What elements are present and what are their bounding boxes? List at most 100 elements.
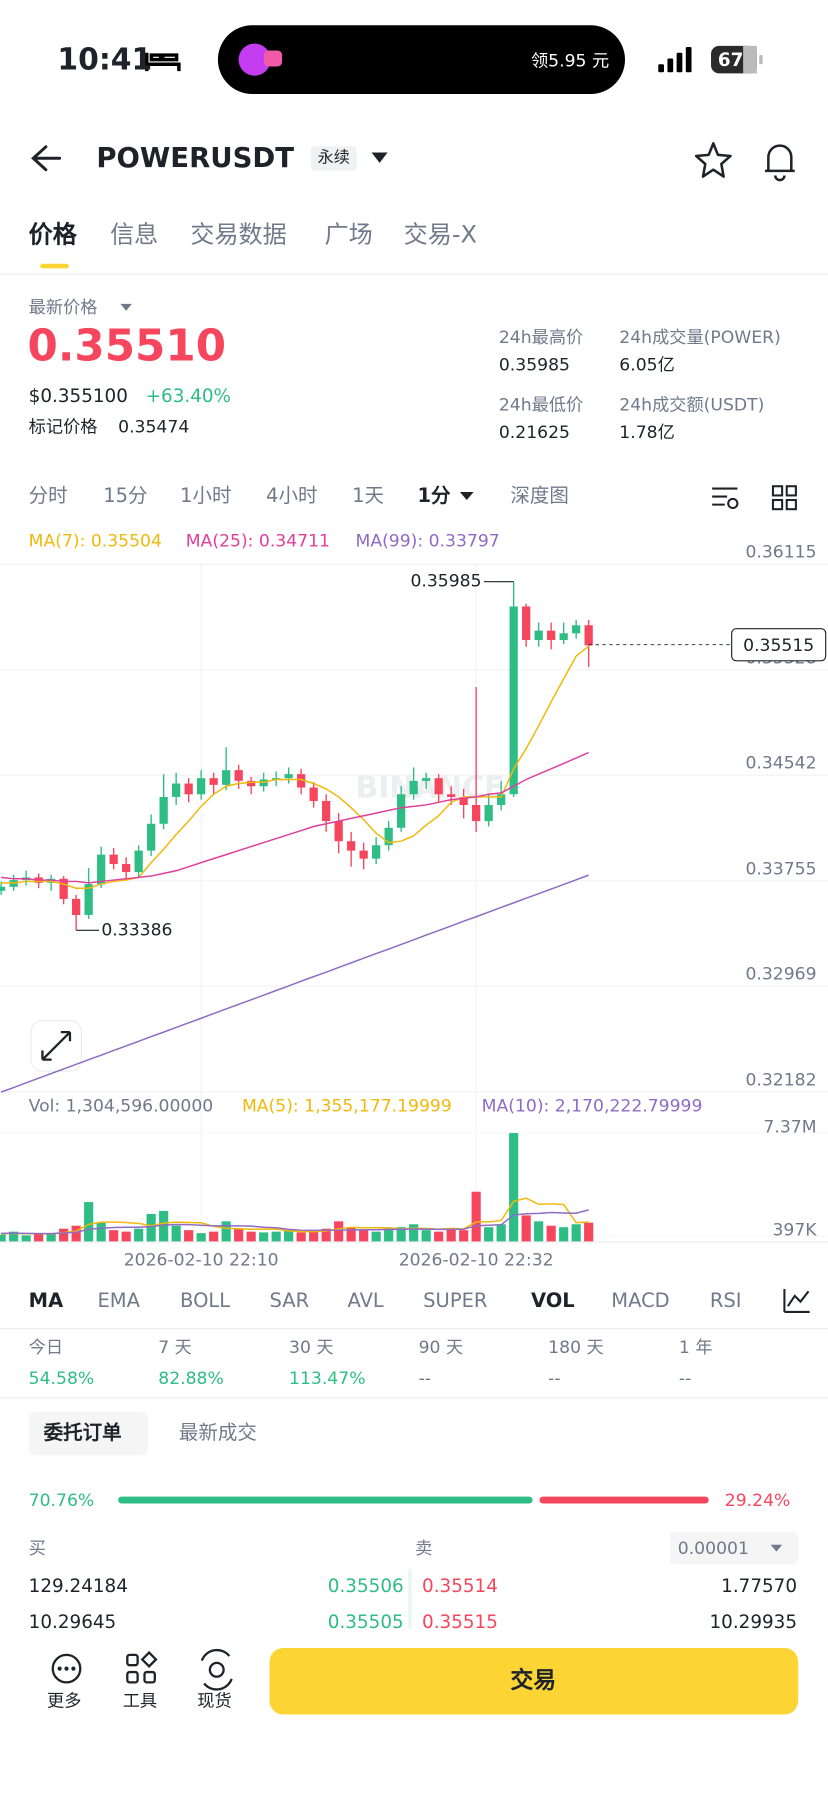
tab[interactable]: 交易数据 [190, 220, 287, 249]
volume-bar [9, 1231, 19, 1242]
ask-price: 0.35515 [422, 1610, 498, 1633]
interval[interactable]: 1天 [352, 484, 384, 508]
alert-button[interactable] [764, 144, 795, 182]
back-button[interactable] [31, 145, 62, 172]
candle-body [572, 625, 581, 634]
mark-price: 0.35474 [118, 416, 190, 437]
stat-label: 24h成交量(POWER) [619, 326, 781, 348]
stat-value: 6.05亿 [619, 354, 675, 376]
interval[interactable]: 深度图 [510, 484, 569, 508]
layout-button[interactable] [771, 485, 797, 511]
precision-value[interactable]: 0.00001 [677, 1537, 749, 1559]
candle-body [322, 800, 331, 822]
precision-caret[interactable] [770, 1544, 783, 1552]
volume-ma-line [1, 1197, 589, 1235]
promo-icon [238, 43, 271, 76]
tools-icon[interactable] [126, 1650, 158, 1684]
sell-ratio-label: 29.24% [724, 1489, 791, 1511]
volume-legend: Vol: 1,304,596.00000 [29, 1097, 214, 1117]
volume-bar [446, 1228, 456, 1242]
favorite-button[interactable] [694, 142, 732, 178]
volume-bar [146, 1213, 156, 1242]
book-tab-active[interactable]: 委托订单 [43, 1421, 122, 1445]
volume-bar [534, 1221, 544, 1242]
volume-bar [496, 1224, 506, 1242]
signal-icon [658, 47, 692, 73]
interval[interactable]: 1小时 [180, 484, 232, 508]
indicator[interactable]: SAR [269, 1289, 310, 1313]
period-label: 1 年 [678, 1337, 713, 1358]
indicator[interactable]: AVL [347, 1289, 384, 1313]
more-icon[interactable] [51, 1653, 82, 1684]
trade-button-label[interactable]: 交易 [510, 1667, 556, 1694]
volume-bar [409, 1224, 419, 1242]
tab[interactable]: 广场 [324, 220, 373, 249]
tab[interactable]: 交易-X [403, 220, 478, 249]
candle-body [209, 778, 218, 785]
candle-body [534, 630, 543, 641]
period-label: 90 天 [418, 1337, 464, 1358]
candle-body [84, 884, 93, 915]
y-tick-label: 0.32969 [745, 965, 816, 985]
indicator-settings-button[interactable] [783, 1289, 810, 1313]
candle-body [284, 774, 293, 779]
fullscreen-icon[interactable] [41, 1030, 72, 1061]
volume-bar [371, 1231, 381, 1242]
ma-line [0, 874, 589, 1093]
bottom-bar-bg [0, 1631, 828, 1800]
more-icon[interactable] [57, 1666, 76, 1671]
candle-body [0, 886, 6, 891]
indicator[interactable]: EMA [97, 1289, 140, 1313]
sleep-icon [145, 52, 181, 72]
tab[interactable]: 信息 [110, 220, 159, 249]
contract-caret[interactable] [371, 152, 388, 163]
y-tick-label: 0.36115 [745, 543, 816, 563]
contract-badge[interactable]: 永续 [310, 146, 357, 171]
spot-icon[interactable] [200, 1648, 233, 1691]
buy-ratio-label: 70.76% [28, 1489, 95, 1511]
candle-body [459, 796, 468, 805]
volume-bar [134, 1228, 144, 1242]
book-tab[interactable]: 最新成交 [178, 1421, 257, 1445]
volume-bar [171, 1225, 181, 1242]
stat-value: 1.78亿 [619, 422, 675, 443]
volume-bar [296, 1232, 306, 1242]
nav-label[interactable]: 更多 [47, 1690, 82, 1712]
volume-bar [234, 1228, 244, 1242]
nav-label[interactable]: 工具 [122, 1690, 158, 1712]
y-tick-label: 0.34542 [745, 754, 816, 774]
tab[interactable]: 价格 [28, 220, 77, 249]
interval-active[interactable]: 1分 [417, 484, 451, 508]
promo-icon [263, 50, 283, 67]
interval[interactable]: 15分 [103, 484, 148, 508]
candle-body [422, 778, 431, 781]
chart-settings-button[interactable] [712, 487, 739, 510]
trade-button[interactable] [269, 1647, 799, 1715]
indicator[interactable]: VOL [530, 1289, 575, 1313]
indicator[interactable]: RSI [709, 1289, 742, 1313]
candle-body [109, 854, 118, 865]
interval[interactable]: 分时 [28, 484, 68, 508]
candle-body [497, 794, 506, 805]
last-price-label: 最新价格 [28, 297, 98, 318]
nav-label[interactable]: 现货 [197, 1690, 232, 1712]
stat-label: 24h最高价 [498, 326, 584, 348]
volume-bar [21, 1235, 31, 1242]
indicator[interactable]: SUPER [423, 1289, 488, 1313]
clock: 10:41 [57, 42, 153, 78]
indicator[interactable]: MACD [611, 1289, 670, 1313]
promo-text[interactable]: 领5.95 元 [530, 50, 610, 72]
indicator[interactable]: MA [28, 1289, 64, 1313]
interval-caret[interactable] [459, 491, 474, 501]
period-label: 7 天 [158, 1337, 192, 1358]
indicator[interactable]: BOLL [180, 1289, 231, 1313]
legend-entry: MA(25): 0.34711 [186, 531, 330, 551]
period-value: -- [678, 1368, 692, 1389]
precision-select[interactable] [669, 1532, 799, 1565]
candle-body [147, 823, 156, 851]
interval[interactable]: 4小时 [266, 484, 318, 508]
price-caret [120, 303, 132, 311]
volume-bar [34, 1233, 44, 1242]
